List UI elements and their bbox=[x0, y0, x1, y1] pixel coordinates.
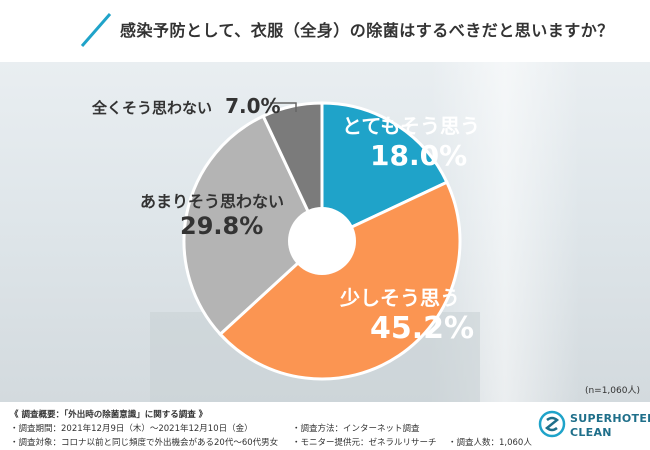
brand-logo: SUPERHOTEL CLEAN bbox=[538, 406, 650, 446]
slice-label-value: 7.0% bbox=[225, 94, 281, 118]
donut-hole bbox=[288, 207, 356, 275]
logo-mark-icon bbox=[538, 410, 566, 438]
pie-slice-3 bbox=[261, 101, 324, 242]
chart-title: 感染予防として、衣服（全身）の除菌はするべきだと思いますか？ bbox=[120, 21, 614, 40]
survey-overview: 《 調査概要：「外出時の除菌意識」に関する調査 》 bbox=[10, 410, 208, 420]
survey-count: ・調査人数：1,060人 bbox=[448, 438, 532, 448]
survey-period: ・調査期間：2021年12月9日（木）～2021年12月10日（金） bbox=[10, 424, 253, 434]
header: 感染予防として、衣服（全身）の除菌はするべきだと思いますか？ bbox=[0, 0, 650, 62]
logo-text-line1: SUPERHOTEL bbox=[570, 412, 650, 425]
survey-footer: 《 調査概要：「外出時の除菌意識」に関する調査 》 ・調査期間：2021年12月… bbox=[0, 402, 650, 450]
slice-label-value: 45.2% bbox=[370, 311, 475, 346]
logo-text-line2: CLEAN bbox=[570, 426, 612, 439]
leader-line bbox=[270, 102, 297, 112]
slice-label-somewhat-agree: 少しそう思う 45.2% bbox=[340, 282, 474, 346]
slice-label-name: あまりそう思わない bbox=[140, 192, 285, 211]
slice-label-somewhat-disagree: あまりそう思わない 29.8% bbox=[140, 188, 284, 240]
survey-method: ・調査方法：インターネット調査 bbox=[292, 424, 420, 434]
slash-icon bbox=[80, 13, 112, 47]
survey-target: ・調査対象：コロナ以前と同じ頻度で外出機会がある20代～60代男女 bbox=[10, 438, 279, 448]
pie-slice-1 bbox=[218, 180, 462, 381]
slice-label-strongly-disagree: 全くそう思わない 7.0% bbox=[92, 94, 281, 118]
pie-slice-0 bbox=[320, 101, 449, 244]
slice-label-value: 29.8% bbox=[180, 212, 264, 240]
slice-label-value: 18.0% bbox=[370, 139, 468, 172]
sample-size: (n=1,060人) bbox=[584, 386, 640, 396]
slice-label-name: 少しそう思う bbox=[340, 286, 460, 310]
slice-label-name: とてもそう思う bbox=[342, 114, 480, 138]
survey-provider: ・モニター提供元：ゼネラルリサーチ bbox=[292, 438, 437, 448]
slice-label-very-agree: とてもそう思う 18.0% bbox=[342, 110, 480, 172]
slice-label-name: 全くそう思わない bbox=[92, 99, 213, 117]
